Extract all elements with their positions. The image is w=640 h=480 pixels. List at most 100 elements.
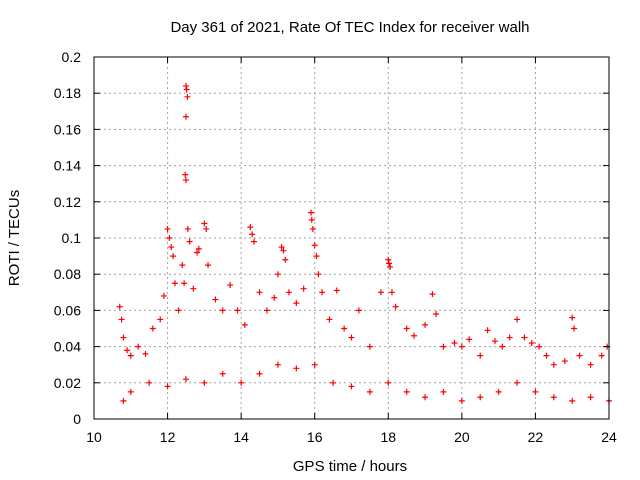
data-point — [506, 334, 513, 341]
data-point — [124, 347, 131, 354]
data-point — [377, 289, 384, 296]
data-point — [429, 291, 436, 298]
data-point — [182, 171, 189, 178]
data-point — [168, 244, 175, 251]
data-point — [341, 325, 348, 332]
y-tick-label: 0.1 — [62, 230, 82, 246]
data-point — [387, 263, 394, 270]
data-point — [135, 343, 142, 350]
data-point — [234, 307, 241, 314]
data-point — [355, 307, 362, 314]
data-point — [271, 294, 278, 301]
x-tick-label: 12 — [160, 429, 176, 445]
y-tick-label: 0.14 — [54, 158, 81, 174]
data-point — [142, 350, 149, 357]
data-point — [285, 289, 292, 296]
data-point — [458, 397, 465, 404]
data-point — [118, 316, 125, 323]
y-tick-label: 0.12 — [54, 194, 81, 210]
data-point — [308, 216, 315, 223]
data-point — [348, 383, 355, 390]
data-point — [313, 253, 320, 260]
x-tick-label: 20 — [454, 429, 470, 445]
data-point — [149, 325, 156, 332]
data-point — [433, 311, 440, 318]
data-point — [550, 394, 557, 401]
data-point — [166, 235, 173, 241]
data-point — [385, 379, 392, 386]
data-point — [348, 334, 355, 341]
data-point — [495, 388, 502, 395]
data-point — [293, 300, 300, 307]
data-point — [598, 352, 605, 359]
data-point — [587, 394, 594, 401]
data-points — [116, 82, 612, 404]
data-point — [326, 316, 333, 323]
y-tick-label: 0.18 — [54, 85, 81, 101]
axis-ticks — [93, 56, 610, 420]
data-point — [127, 352, 134, 359]
data-point — [219, 370, 226, 377]
data-point — [300, 285, 307, 292]
data-point — [315, 271, 322, 278]
data-point — [561, 358, 568, 365]
chart-title: Day 361 of 2021, Rate Of TEC Index for r… — [170, 19, 529, 36]
data-point — [164, 383, 171, 390]
data-point — [403, 388, 410, 395]
y-tick-labels: 0 0.02 0.04 0.06 0.08 0.1 0.12 0.14 0.16 0.18 0.2 — [54, 49, 81, 427]
data-point — [184, 225, 191, 232]
data-point — [366, 388, 373, 395]
data-point — [194, 249, 200, 256]
data-point — [238, 379, 245, 386]
data-point — [330, 379, 337, 386]
data-point — [190, 285, 197, 292]
data-point — [576, 352, 583, 359]
x-tick-labels: 10 12 14 16 18 20 22 24 — [86, 429, 617, 445]
data-point — [422, 321, 429, 328]
data-point — [280, 247, 287, 254]
y-tick-label: 0.2 — [62, 49, 82, 65]
data-point — [195, 245, 202, 252]
data-point — [256, 370, 263, 377]
data-point — [311, 361, 318, 368]
x-tick-label: 24 — [601, 429, 617, 445]
data-point — [536, 343, 543, 350]
y-tick-label: 0.06 — [54, 302, 81, 318]
data-point — [201, 379, 208, 386]
data-point — [477, 352, 484, 359]
data-point — [263, 307, 270, 314]
x-tick-label: 16 — [307, 429, 323, 445]
data-point — [282, 256, 289, 263]
data-point — [311, 242, 318, 249]
data-point — [205, 262, 212, 269]
data-point — [249, 231, 256, 238]
data-point — [477, 394, 484, 401]
y-axis-label: ROTI / TECUs — [6, 190, 23, 286]
data-point — [366, 343, 373, 350]
data-point — [251, 238, 258, 245]
y-tick-label: 0 — [73, 411, 81, 427]
data-point — [499, 343, 506, 350]
x-tick-label: 22 — [528, 429, 544, 445]
data-point — [309, 225, 316, 232]
data-point — [201, 220, 208, 227]
data-point — [550, 361, 557, 368]
data-point — [274, 271, 281, 278]
data-point — [388, 289, 395, 296]
x-tick-label: 14 — [233, 429, 249, 445]
y-tick-label: 0.08 — [54, 266, 81, 282]
x-tick-label: 18 — [380, 429, 396, 445]
data-point — [241, 321, 248, 328]
data-point — [182, 177, 189, 184]
data-point — [184, 93, 191, 100]
data-point — [120, 334, 127, 341]
data-point — [571, 325, 578, 332]
data-point — [386, 260, 393, 267]
data-point — [116, 303, 123, 310]
data-point — [319, 289, 326, 296]
data-point — [521, 334, 528, 341]
data-point — [175, 307, 182, 314]
data-point — [120, 397, 127, 404]
data-point — [543, 352, 550, 359]
